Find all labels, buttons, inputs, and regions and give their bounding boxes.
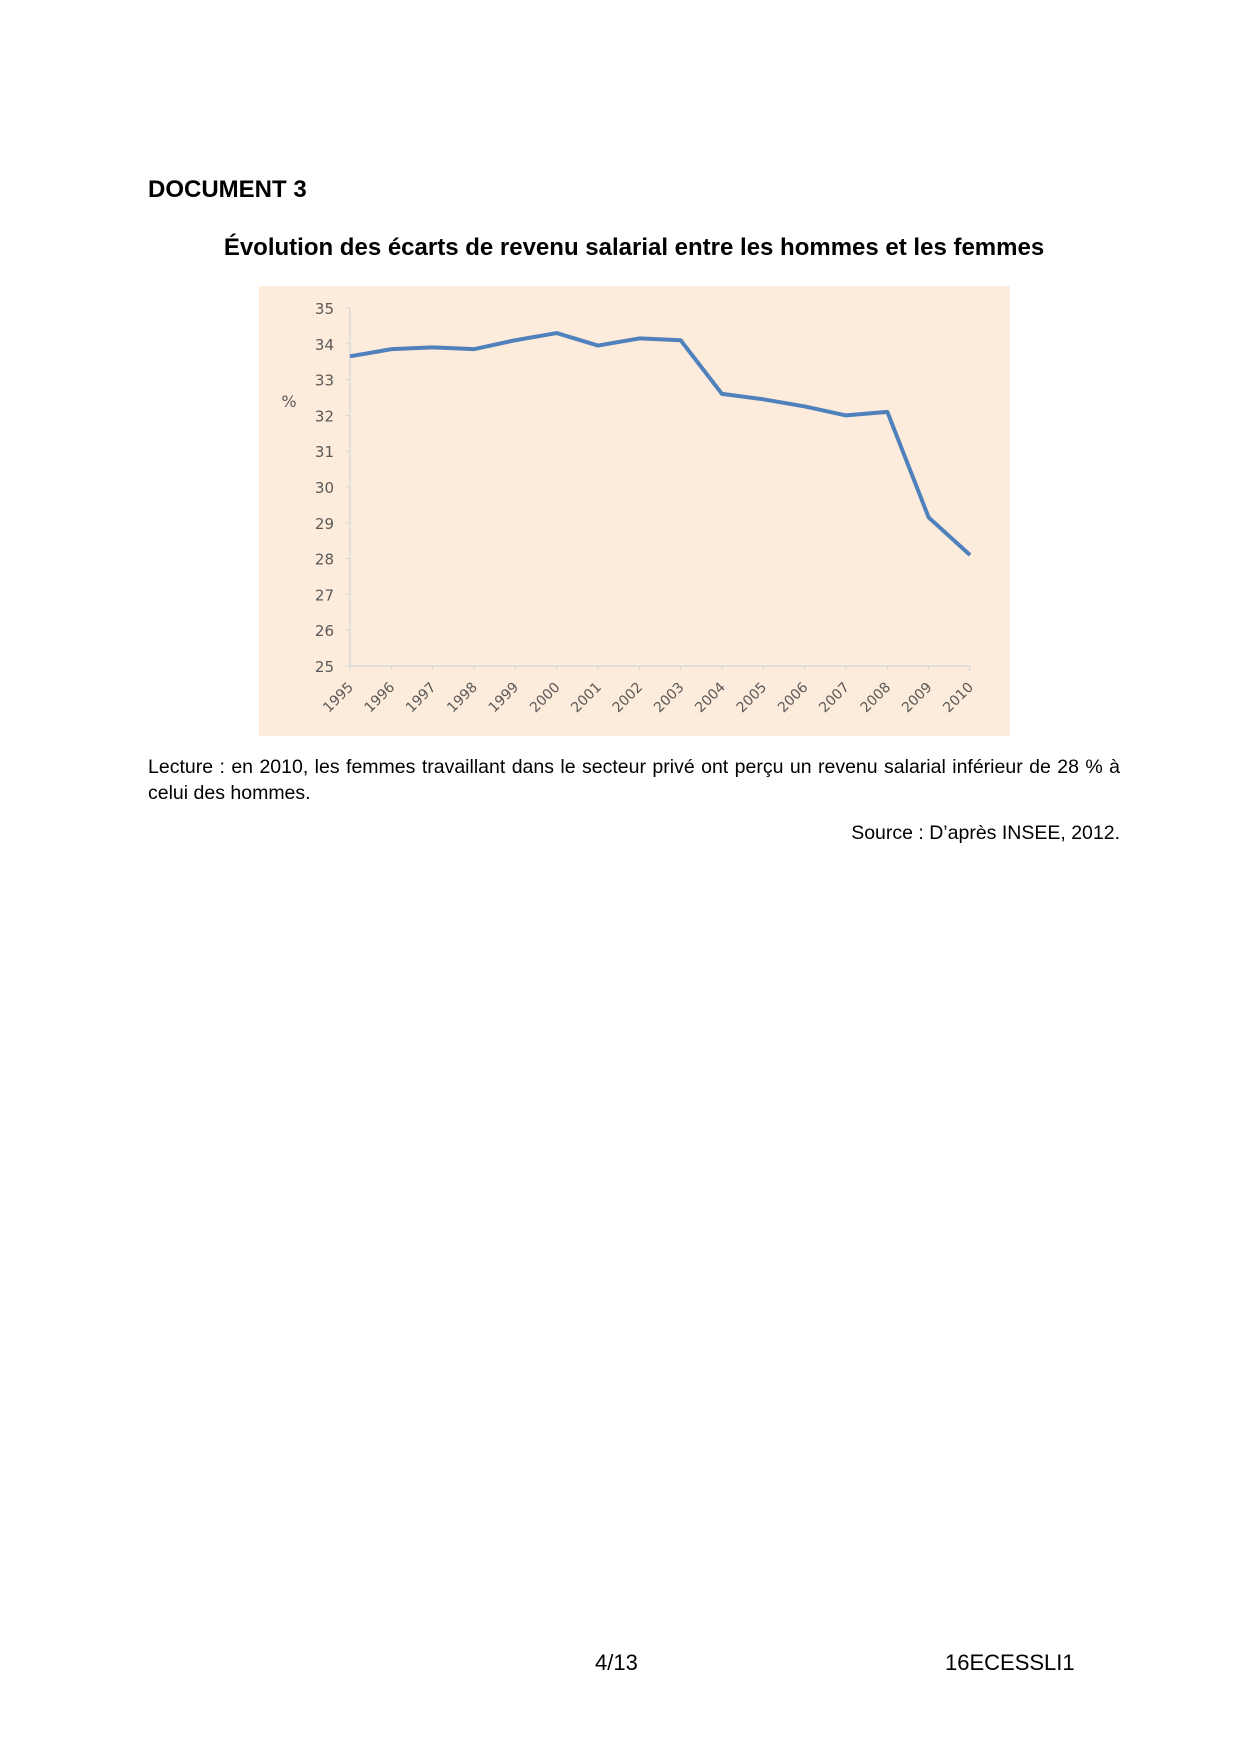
y-tick-label: 27: [315, 586, 334, 604]
y-tick-label: 34: [315, 336, 334, 354]
x-tick-label: 2001: [568, 680, 605, 717]
y-tick-label: 28: [315, 551, 334, 569]
x-tick-label: 2004: [692, 679, 729, 716]
x-tick-label: 2002: [610, 680, 647, 717]
y-axis-label: %: [281, 392, 296, 411]
x-tick-label: 2000: [527, 680, 564, 717]
x-tick-label: 1996: [362, 679, 399, 716]
reading-note: Lecture : en 2010, les femmes travaillan…: [148, 756, 1120, 804]
line-chart-svg: 25 26 27 28 29 30 31 32 33 34 35% 1995 1996 1997 1998 1…: [281, 300, 977, 717]
x-tick-label: 1998: [444, 680, 481, 717]
source-note: Source : D’après INSEE, 2012.: [851, 822, 1120, 844]
y-tick-label: 33: [315, 372, 334, 390]
page-number: 4/13: [595, 1650, 638, 1675]
y-tick-label: 35: [315, 300, 334, 318]
x-tick-label: 2008: [858, 680, 895, 717]
chart: 25 26 27 28 29 30 31 32 33 34 35% 1995 1996 1997 1998 1…: [259, 286, 1010, 736]
x-tick-label: 2005: [734, 680, 771, 717]
y-tick-label: 29: [315, 515, 334, 533]
y-tick-label: 32: [315, 407, 334, 425]
chart-title: Évolution des écarts de revenu salarial …: [223, 234, 1045, 261]
x-tick-label: 2003: [651, 680, 688, 717]
y-tick-label: 25: [315, 658, 334, 676]
x-tick-label: 1999: [486, 680, 523, 717]
series-line: [349, 331, 972, 557]
x-tick-label: 2007: [816, 680, 853, 717]
y-tick-label: 30: [315, 479, 334, 497]
y-tick-label: 26: [315, 622, 334, 640]
x-tick-label: 2006: [775, 679, 812, 716]
x-tick-label: 1997: [403, 680, 440, 717]
x-tick-label: 2010: [940, 680, 977, 717]
document-code: 16ECESSLI1: [945, 1650, 1075, 1675]
x-tick-label: 1995: [320, 680, 357, 717]
document-label: DOCUMENT 3: [148, 176, 307, 203]
x-tick-label: 2009: [899, 680, 936, 717]
y-tick-label: 31: [315, 443, 334, 461]
